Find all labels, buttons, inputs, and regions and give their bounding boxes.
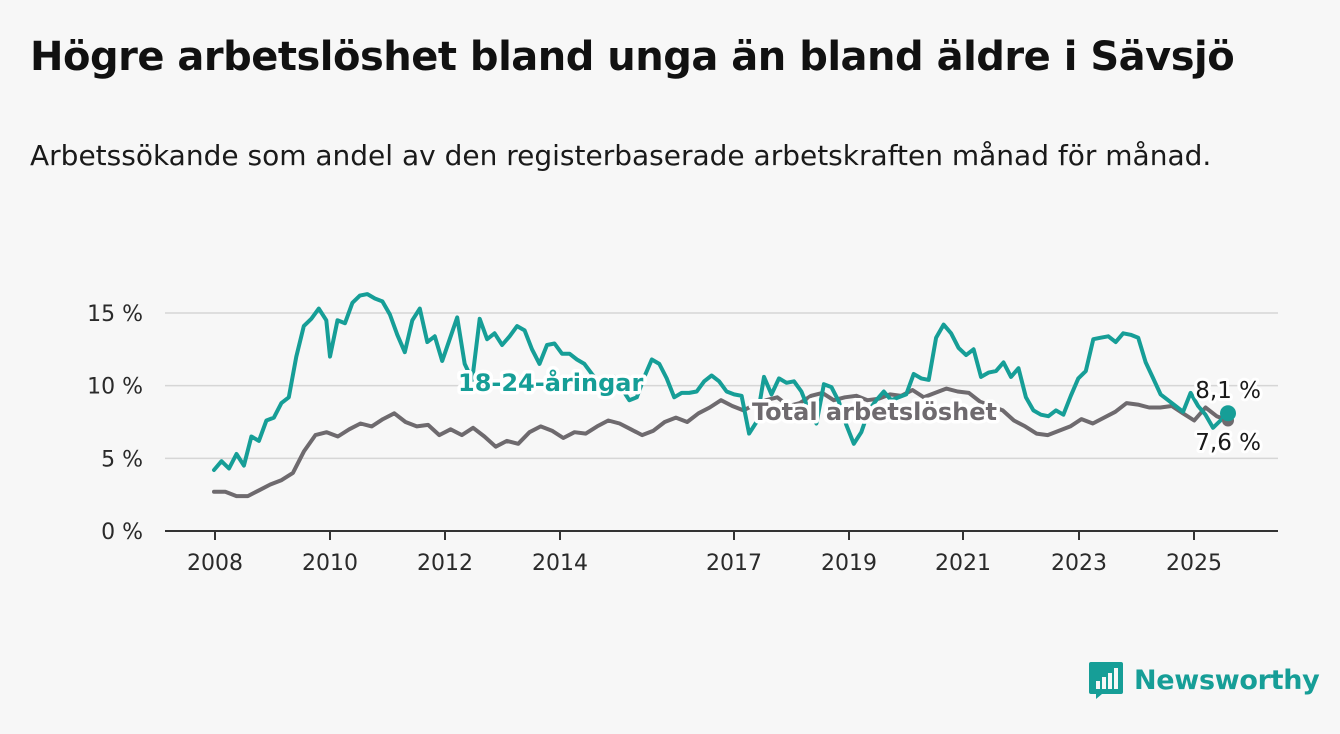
series-label-youth-halo: 18-24-åringar — [458, 368, 643, 397]
end-label-total: 7,6 % — [1195, 430, 1261, 456]
y-tick-label: 10 % — [87, 375, 143, 400]
x-tick-label: 2014 — [532, 551, 588, 576]
x-tick-label: 2017 — [706, 551, 762, 576]
series-label-total-halo: Total arbetslöshet — [752, 398, 997, 426]
end-label-youth-halo: 8,1 % — [1195, 378, 1261, 404]
bar-chart-logo-icon — [1089, 662, 1123, 699]
end-label-total-halo: 7,6 % — [1195, 430, 1261, 456]
series-end-point-youth — [1220, 405, 1236, 422]
y-tick-label: 0 % — [101, 520, 143, 545]
y-tick-label: 15 % — [87, 302, 143, 327]
series-label-youth: 18-24-åringar — [458, 368, 643, 397]
series-line-youth — [212, 292, 1230, 472]
chart-title: Högre arbetslöshet bland unga än bland ä… — [30, 34, 1235, 80]
end-label-youth: 8,1 % — [1195, 378, 1261, 404]
series-label-total: Total arbetslöshet — [752, 398, 997, 426]
x-tick-label: 2008 — [187, 551, 243, 576]
brand-name: Newsworthy — [1134, 664, 1320, 696]
series-line-total — [212, 386, 1230, 499]
x-tick-label: 2010 — [302, 551, 358, 576]
y-tick-label: 5 % — [101, 447, 143, 472]
chart-subtitle: Arbetssökande som andel av den registerb… — [30, 139, 1212, 172]
x-tick-label: 2025 — [1166, 551, 1222, 576]
x-tick-label: 2019 — [821, 551, 877, 576]
x-tick-label: 2012 — [417, 551, 473, 576]
x-tick-label: 2021 — [935, 551, 991, 576]
x-tick-label: 2023 — [1051, 551, 1107, 576]
brand: Newsworthy — [1088, 660, 1320, 700]
